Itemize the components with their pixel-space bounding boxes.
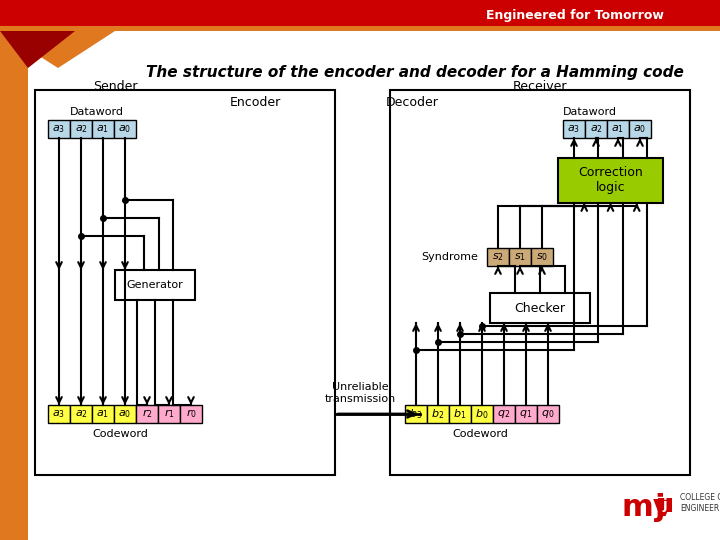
Text: $q_1$: $q_1$ (519, 408, 533, 420)
Bar (509, 248, 531, 266)
Text: mv: mv (622, 494, 674, 523)
Polygon shape (0, 0, 115, 68)
Text: $r_0$: $r_0$ (186, 408, 197, 421)
Text: Generator: Generator (127, 280, 184, 290)
Text: $a_2$: $a_2$ (75, 408, 87, 420)
Text: $b_3$: $b_3$ (410, 407, 423, 421)
Bar (70, 405, 92, 423)
Text: $a_1$: $a_1$ (611, 123, 624, 135)
Text: Receiver: Receiver (513, 79, 567, 92)
Text: Correction
logic: Correction logic (578, 166, 643, 194)
Text: The structure of the encoder and decoder for a Hamming code: The structure of the encoder and decoder… (146, 64, 684, 79)
Text: Checker: Checker (515, 301, 565, 314)
Text: $r_2$: $r_2$ (142, 408, 153, 421)
Bar (136, 405, 158, 423)
Text: $a_0$: $a_0$ (634, 123, 647, 135)
Text: Sender: Sender (93, 79, 138, 92)
Text: Dataword: Dataword (563, 107, 617, 117)
Bar (607, 120, 629, 138)
Bar (585, 120, 607, 138)
Text: $q_2$: $q_2$ (498, 408, 510, 420)
Text: $a_1$: $a_1$ (96, 408, 109, 420)
Bar (0, 26, 720, 31)
Text: $a_2$: $a_2$ (75, 123, 87, 135)
Text: $a_1$: $a_1$ (96, 123, 109, 135)
Bar (563, 120, 585, 138)
Bar (405, 405, 427, 423)
Bar (537, 405, 559, 423)
Bar (487, 248, 509, 266)
Text: $b_2$: $b_2$ (431, 407, 445, 421)
Bar (658, 498, 672, 512)
Bar (490, 293, 590, 323)
Text: Encoder: Encoder (230, 96, 281, 109)
Text: $a_2$: $a_2$ (590, 123, 603, 135)
Text: j: j (655, 494, 665, 523)
Text: $a_3$: $a_3$ (567, 123, 580, 135)
Bar (0, 31, 28, 540)
Text: $r_1$: $r_1$ (163, 408, 174, 421)
Text: $a_3$: $a_3$ (53, 408, 66, 420)
Text: $a_0$: $a_0$ (118, 408, 132, 420)
Text: $a_3$: $a_3$ (53, 123, 66, 135)
Bar (558, 158, 663, 203)
Bar (531, 248, 553, 266)
Bar (70, 120, 92, 138)
Bar (471, 405, 493, 423)
Text: Codeword: Codeword (92, 429, 148, 439)
Bar (449, 405, 471, 423)
Bar (515, 405, 537, 423)
Bar (390, 90, 690, 475)
Bar (427, 405, 449, 423)
Bar (35, 90, 335, 475)
Bar (629, 120, 651, 138)
Text: $a_0$: $a_0$ (118, 123, 132, 135)
Bar (493, 405, 515, 423)
Text: COLLEGE OF
ENGINEERING: COLLEGE OF ENGINEERING (680, 494, 720, 512)
Bar (115, 270, 195, 300)
Bar (158, 405, 180, 423)
Text: j: j (662, 498, 667, 512)
Text: Engineered for Tomorrow: Engineered for Tomorrow (486, 9, 664, 22)
Text: $q_0$: $q_0$ (541, 408, 554, 420)
Text: $s_2$: $s_2$ (492, 251, 504, 263)
Bar (114, 120, 136, 138)
Bar (114, 405, 136, 423)
Text: $s_1$: $s_1$ (514, 251, 526, 263)
Bar (48, 120, 70, 138)
Text: Codeword: Codeword (452, 429, 508, 439)
Bar (180, 405, 202, 423)
Bar (92, 120, 114, 138)
Bar (92, 405, 114, 423)
Polygon shape (0, 0, 75, 68)
Text: $b_1$: $b_1$ (454, 407, 467, 421)
Bar (0, 0, 720, 30)
Bar (48, 405, 70, 423)
Text: $b_0$: $b_0$ (475, 407, 489, 421)
Text: Unreliable
transmission: Unreliable transmission (325, 382, 395, 404)
Text: $s_0$: $s_0$ (536, 251, 548, 263)
Text: Decoder: Decoder (386, 96, 438, 109)
Text: Syndrome: Syndrome (421, 252, 478, 262)
Text: Dataword: Dataword (70, 107, 124, 117)
